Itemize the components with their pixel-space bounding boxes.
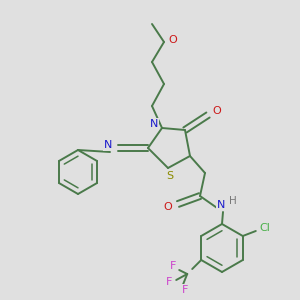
Text: F: F	[166, 277, 172, 287]
Text: Cl: Cl	[259, 223, 270, 233]
Text: O: O	[169, 35, 177, 45]
Text: F: F	[182, 285, 188, 295]
Text: H: H	[229, 196, 237, 206]
Text: S: S	[167, 171, 174, 181]
Text: N: N	[217, 200, 225, 210]
Text: N: N	[104, 140, 112, 150]
Text: F: F	[170, 261, 176, 271]
Text: N: N	[150, 119, 158, 129]
Text: O: O	[164, 202, 172, 212]
Text: O: O	[213, 106, 221, 116]
